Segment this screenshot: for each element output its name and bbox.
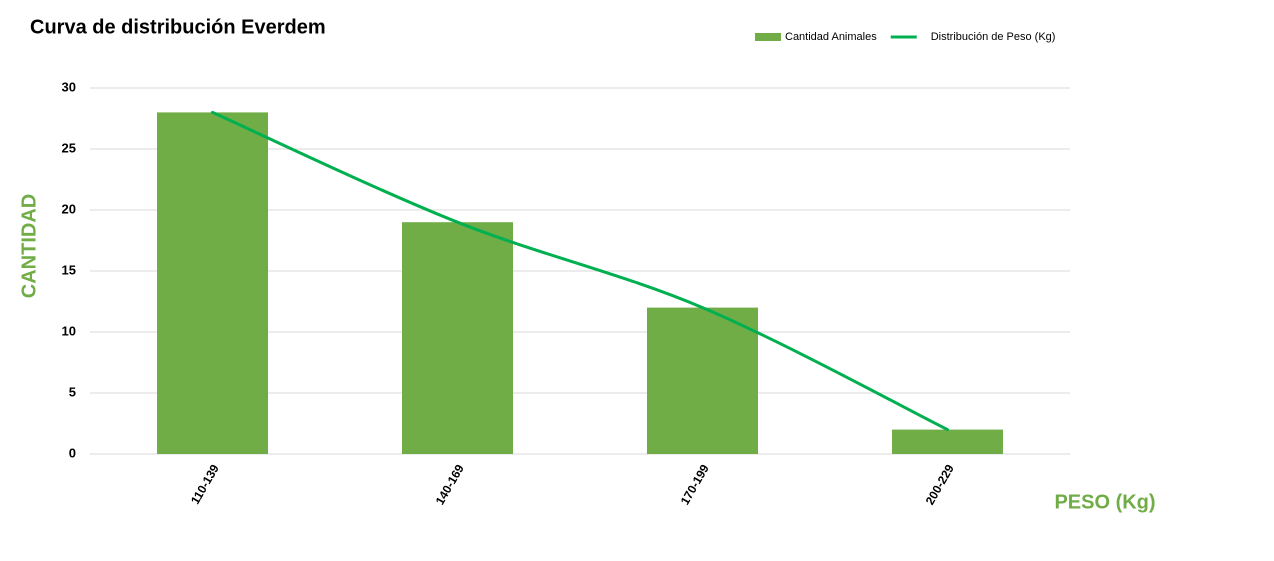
legend-label: Distribución de Peso (Kg) bbox=[931, 31, 1056, 43]
x-tick-label: 110-139 bbox=[188, 462, 222, 507]
x-tick-label: 140-169 bbox=[433, 462, 467, 507]
x-axis-label: PESO (Kg) bbox=[1054, 491, 1155, 513]
bar bbox=[892, 429, 1003, 454]
y-tick-label: 0 bbox=[69, 445, 76, 460]
x-tick-label: 170-199 bbox=[678, 462, 712, 507]
y-axis-label: CANTIDAD bbox=[18, 194, 40, 298]
y-tick-label: 25 bbox=[62, 140, 76, 155]
y-tick-label: 10 bbox=[62, 323, 76, 338]
bar bbox=[157, 112, 268, 455]
x-tick-label: 200-229 bbox=[923, 462, 957, 507]
legend-label: Cantidad Animales bbox=[785, 31, 877, 43]
bar bbox=[402, 222, 513, 454]
y-tick-label: 20 bbox=[62, 201, 76, 216]
chart-title: Curva de distribución Everdem bbox=[30, 16, 326, 38]
y-tick-label: 5 bbox=[69, 384, 76, 399]
y-tick-label: 15 bbox=[62, 262, 76, 277]
legend-swatch bbox=[755, 33, 781, 41]
bar bbox=[647, 307, 758, 454]
line bbox=[211, 110, 949, 432]
y-tick-label: 30 bbox=[62, 79, 76, 94]
